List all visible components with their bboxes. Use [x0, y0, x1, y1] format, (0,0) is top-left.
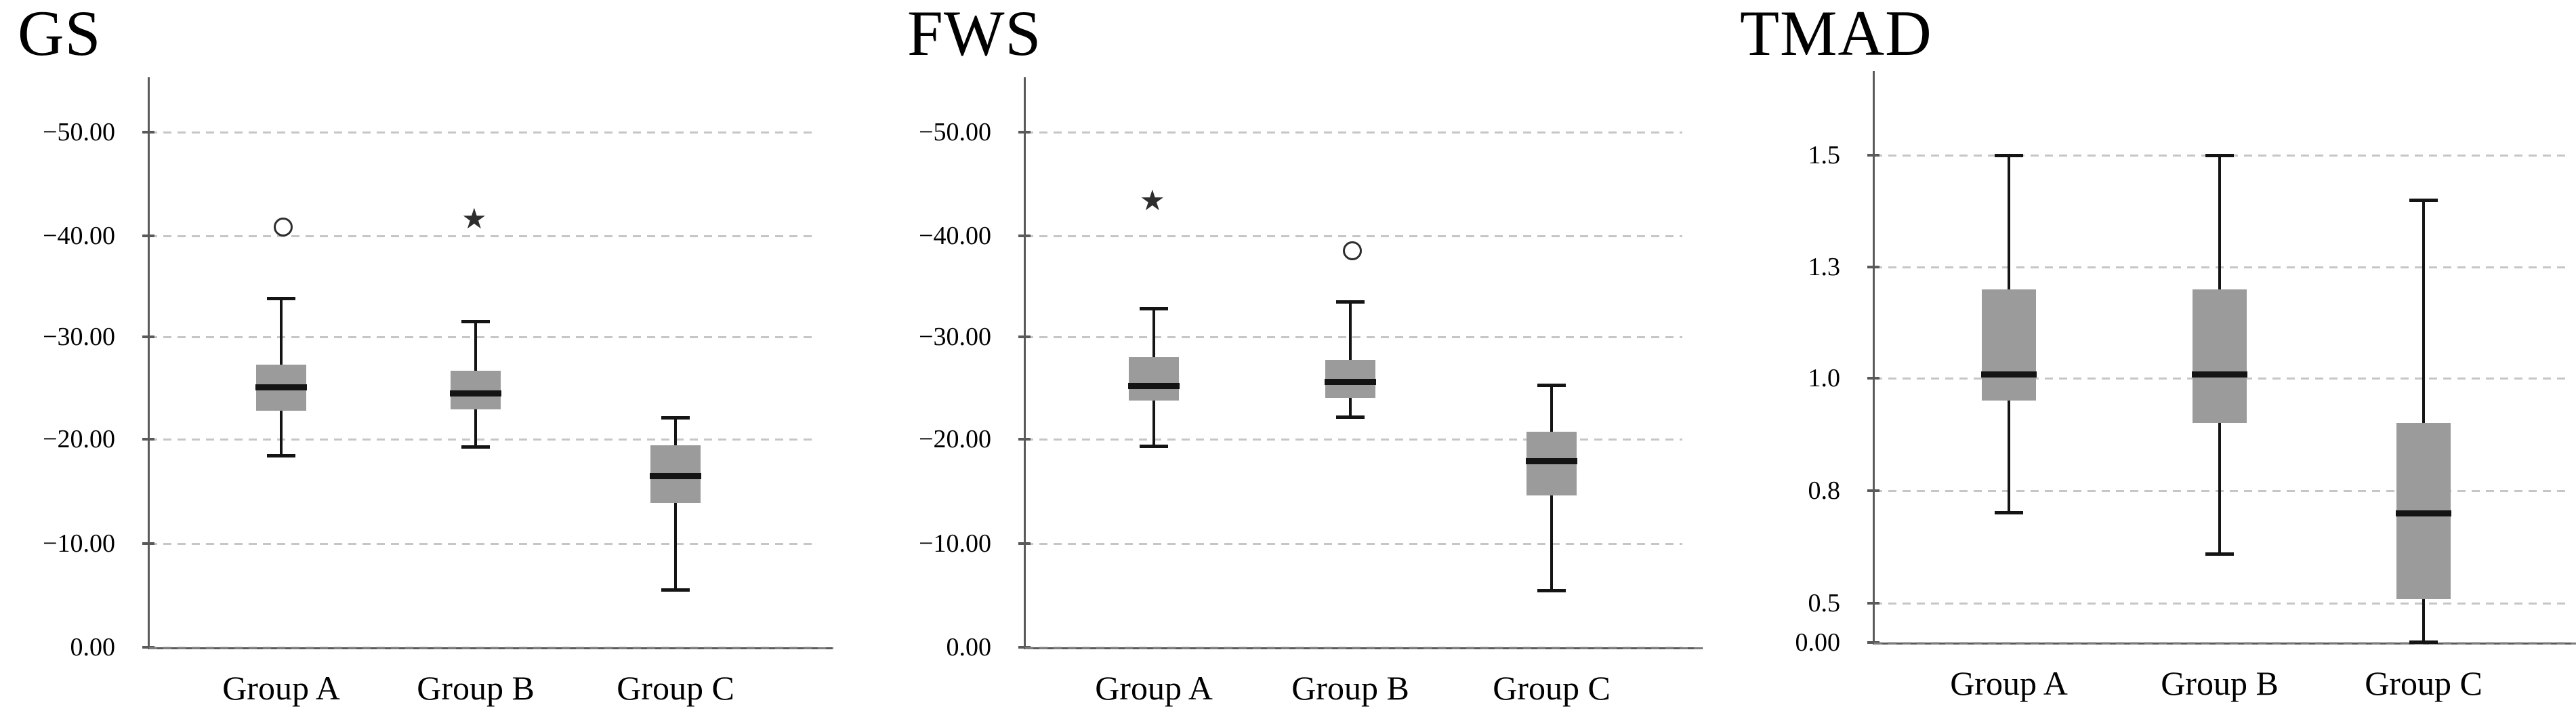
y-tick-label: 0.8 — [1808, 476, 1841, 505]
x-axis-dash-overlay — [1874, 643, 2576, 645]
whisker-cap-bottom — [267, 453, 295, 457]
y-tick-label: −30.00 — [919, 322, 991, 351]
y-tick-label: −20.00 — [43, 425, 115, 454]
y-tick-label: −10.00 — [43, 529, 115, 558]
x-category-label: Group A — [222, 669, 340, 707]
y-tick-label: −40.00 — [919, 221, 991, 250]
whisker-cap-top — [461, 320, 490, 324]
x-category-label: Group A — [1095, 669, 1213, 707]
whisker-cap-top — [1140, 306, 1168, 310]
whisker-cap-top — [267, 297, 295, 301]
whisker-cap-bottom — [2409, 640, 2438, 644]
x-category-label: Group B — [1291, 669, 1409, 707]
whisker-line — [2422, 200, 2425, 643]
whisker-cap-top — [661, 416, 690, 420]
y-gridline — [1025, 439, 1682, 441]
y-gridline — [1025, 542, 1682, 545]
y-tick-label: 1.0 — [1808, 363, 1841, 392]
y-tick-label: −50.00 — [43, 117, 115, 146]
y-gridline — [1874, 489, 2568, 492]
y-gridline — [149, 542, 813, 545]
y-tick-label: 1.3 — [1808, 253, 1841, 282]
whisker-cap-top — [1336, 300, 1365, 304]
whisker-cap-bottom — [661, 588, 690, 592]
whisker-cap-top — [1995, 153, 2023, 157]
whisker-cap-bottom — [1537, 589, 1566, 593]
median-line — [2396, 510, 2451, 516]
panel-title-gs: GS — [18, 0, 102, 69]
outlier-star: ★ — [1140, 185, 1165, 217]
median-line — [1526, 458, 1577, 465]
y-tick-label: −10.00 — [919, 529, 991, 558]
outlier-circle — [274, 218, 293, 237]
x-category-label: Group B — [2161, 664, 2279, 702]
y-tick-label: −30.00 — [43, 322, 115, 351]
median-line — [450, 390, 501, 396]
y-gridline — [149, 439, 813, 441]
x-axis-dash-overlay — [149, 647, 833, 649]
boxplot-panel-tmad: TMAD 1.5 1.3 1.0 0.8 0.5 0.00 Group A Group B Gr… — [1717, 0, 2576, 713]
whisker-line — [1349, 301, 1352, 418]
y-gridline — [1874, 602, 2568, 605]
whisker-cap-bottom — [1336, 415, 1365, 420]
box-iqr — [1982, 289, 2036, 401]
whisker-cap-bottom — [461, 445, 490, 449]
median-line — [255, 384, 307, 390]
y-tick-label: 0.00 — [1795, 628, 1841, 657]
whisker-cap-top — [2409, 199, 2438, 202]
box-iqr — [451, 370, 501, 410]
y-tick-label: −40.00 — [43, 221, 115, 250]
y-tick-label: 0.5 — [1808, 588, 1841, 617]
y-tick-label: 0.00 — [70, 633, 116, 661]
median-line — [2192, 371, 2247, 378]
x-axis-dash-overlay — [1025, 647, 1703, 649]
whisker-cap-top — [2205, 153, 2234, 157]
whisker-cap-bottom — [1140, 444, 1168, 448]
y-gridline — [149, 235, 813, 237]
x-category-label: Group C — [1493, 669, 1611, 707]
whisker-line — [674, 417, 677, 590]
whisker-cap-bottom — [1995, 510, 2023, 514]
median-line — [1128, 383, 1180, 390]
median-line — [1981, 371, 2037, 378]
box-iqr — [2193, 289, 2247, 424]
x-category-label: Group A — [1950, 664, 2068, 702]
y-axis-line — [1024, 77, 1026, 649]
y-gridline — [1025, 131, 1682, 134]
y-axis-line — [148, 77, 150, 649]
x-category-label: Group C — [2365, 664, 2482, 702]
y-tick-label: 1.5 — [1808, 140, 1841, 169]
y-tick-label: −50.00 — [919, 117, 991, 146]
boxplot-panel-gs: GS −50.00 −40.00 −30.00 −20.00 −10.00 0.00 Gro… — [0, 0, 858, 713]
outlier-star: ★ — [461, 204, 487, 236]
y-axis-line — [1873, 71, 1875, 645]
y-gridline — [149, 131, 813, 134]
y-tick-label: 0.00 — [946, 633, 992, 661]
whisker-cap-top — [1537, 383, 1566, 387]
median-line — [650, 472, 701, 479]
x-category-label: Group C — [617, 669, 734, 707]
y-tick-label: −20.00 — [919, 425, 991, 454]
median-line — [1325, 379, 1376, 386]
outlier-circle — [1343, 241, 1362, 261]
x-category-label: Group B — [417, 669, 535, 707]
whisker-cap-bottom — [2205, 552, 2234, 556]
panel-title-tmad: TMAD — [1740, 0, 1932, 69]
y-gridline — [1025, 335, 1682, 338]
y-gridline — [149, 335, 813, 338]
y-gridline — [1025, 235, 1682, 237]
panel-title-fws: FWS — [907, 0, 1042, 69]
boxplot-panel-fws: FWS −50.00 −40.00 −30.00 −20.00 −10.00 0.00 ★ G… — [858, 0, 1717, 713]
box-iqr — [1129, 356, 1179, 401]
y-gridline — [1874, 266, 2568, 269]
